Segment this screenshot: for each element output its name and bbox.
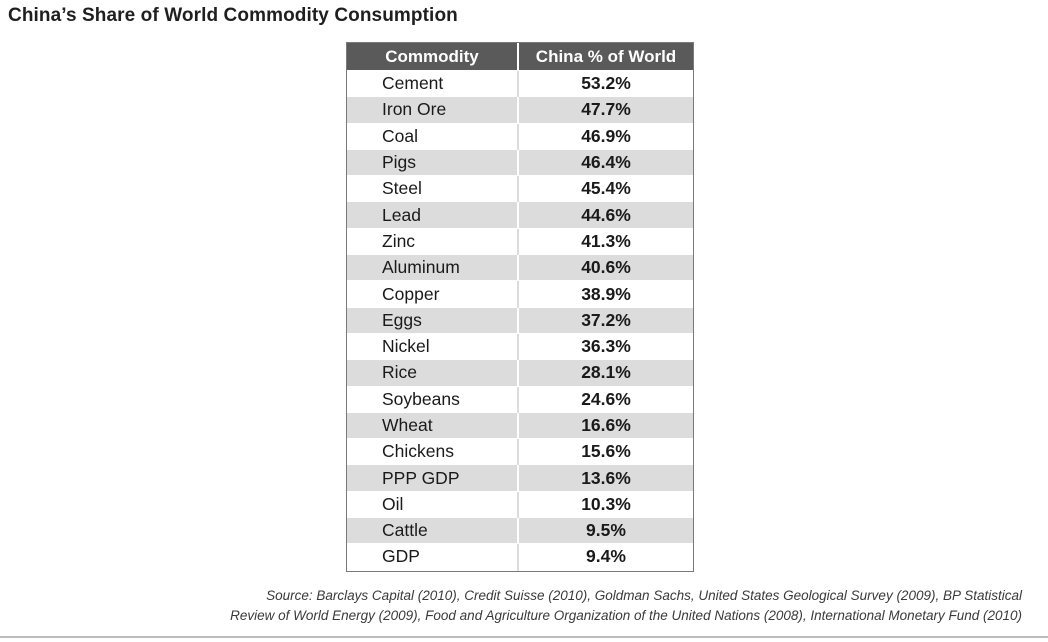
table-row: Nickel 36.3% (347, 333, 693, 361)
china-share-cell: 37.2% (518, 307, 693, 334)
commodity-name-cell: Coal (347, 123, 519, 150)
source-line-2: Review of World Energy (2009), Food and … (230, 608, 1022, 623)
commodity-name-cell: Chickens (347, 438, 519, 466)
commodity-name-cell: Oil (347, 491, 519, 519)
commodity-name-cell: Eggs (347, 307, 519, 334)
china-share-cell: 46.4% (518, 149, 693, 177)
china-share-cell: 44.6% (518, 201, 693, 229)
china-share-cell: 10.3% (518, 491, 693, 519)
china-share-cell: 45.4% (518, 175, 693, 203)
table-row: Lead 44.6% (347, 201, 693, 229)
column-header-commodity: Commodity (347, 43, 519, 71)
table-row: Zinc 41.3% (347, 228, 693, 256)
commodity-name-cell: Pigs (347, 149, 519, 177)
table-row: Rice 28.1% (347, 359, 693, 387)
table-row: GDP 9.4% (347, 543, 693, 571)
china-share-cell: 46.9% (518, 123, 693, 150)
commodity-name-cell: Cement (347, 70, 519, 98)
table-row: Cement 53.2% (347, 70, 693, 98)
china-share-cell: 40.6% (518, 254, 693, 282)
bottom-divider (0, 636, 1048, 638)
china-share-cell: 24.6% (518, 386, 693, 413)
china-share-cell: 47.7% (518, 96, 693, 124)
table-row: Steel 45.4% (347, 175, 693, 203)
china-share-cell: 16.6% (518, 412, 693, 440)
china-share-cell: 9.5% (518, 517, 693, 545)
table-row: Chickens 15.6% (347, 438, 693, 466)
commodity-name-cell: Rice (347, 359, 519, 387)
table-row: Pigs 46.4% (347, 149, 693, 177)
commodity-name-cell: Soybeans (347, 386, 519, 413)
table-row: Eggs 37.2% (347, 307, 693, 334)
source-line-1: Source: Barclays Capital (2010), Credit … (266, 588, 1022, 603)
column-header-china-share: China % of World (518, 43, 693, 71)
commodity-name-cell: Cattle (347, 517, 519, 545)
table-row: Aluminum 40.6% (347, 254, 693, 282)
commodity-name-cell: Steel (347, 175, 519, 203)
commodity-name-cell: Aluminum (347, 254, 519, 282)
commodity-table-container: Commodity China % of World Cement 53.2% Ir… (346, 42, 694, 572)
china-share-cell: 15.6% (518, 438, 693, 466)
table-row: Iron Ore 47.7% (347, 96, 693, 124)
commodity-name-cell: GDP (347, 543, 519, 571)
commodity-name-cell: Wheat (347, 412, 519, 440)
china-share-cell: 41.3% (518, 228, 693, 256)
china-share-cell: 38.9% (518, 280, 693, 308)
china-share-cell: 28.1% (518, 359, 693, 387)
china-share-cell: 53.2% (518, 70, 693, 98)
table-row: Oil 10.3% (347, 491, 693, 519)
commodity-name-cell: PPP GDP (347, 464, 519, 492)
table-header-row: Commodity China % of World (347, 43, 693, 71)
china-share-cell: 36.3% (518, 333, 693, 361)
table-body: Cement 53.2% Iron Ore 47.7% Coal 46.9% Pigs 46.… (347, 70, 693, 571)
source-note: Source: Barclays Capital (2010), Credit … (62, 586, 1022, 626)
page-title: China’s Share of World Commodity Consump… (8, 5, 458, 26)
table-row: Soybeans 24.6% (347, 386, 693, 413)
table-row: Cattle 9.5% (347, 517, 693, 545)
china-share-cell: 13.6% (518, 464, 693, 492)
commodity-name-cell: Lead (347, 201, 519, 229)
commodity-name-cell: Zinc (347, 228, 519, 256)
table-row: Coal 46.9% (347, 123, 693, 150)
table-row: PPP GDP 13.6% (347, 464, 693, 492)
commodity-table: Commodity China % of World Cement 53.2% Ir… (347, 43, 693, 571)
table-row: Wheat 16.6% (347, 412, 693, 440)
table-row: Copper 38.9% (347, 280, 693, 308)
china-share-cell: 9.4% (518, 543, 693, 571)
commodity-name-cell: Copper (347, 280, 519, 308)
commodity-name-cell: Iron Ore (347, 96, 519, 124)
commodity-name-cell: Nickel (347, 333, 519, 361)
